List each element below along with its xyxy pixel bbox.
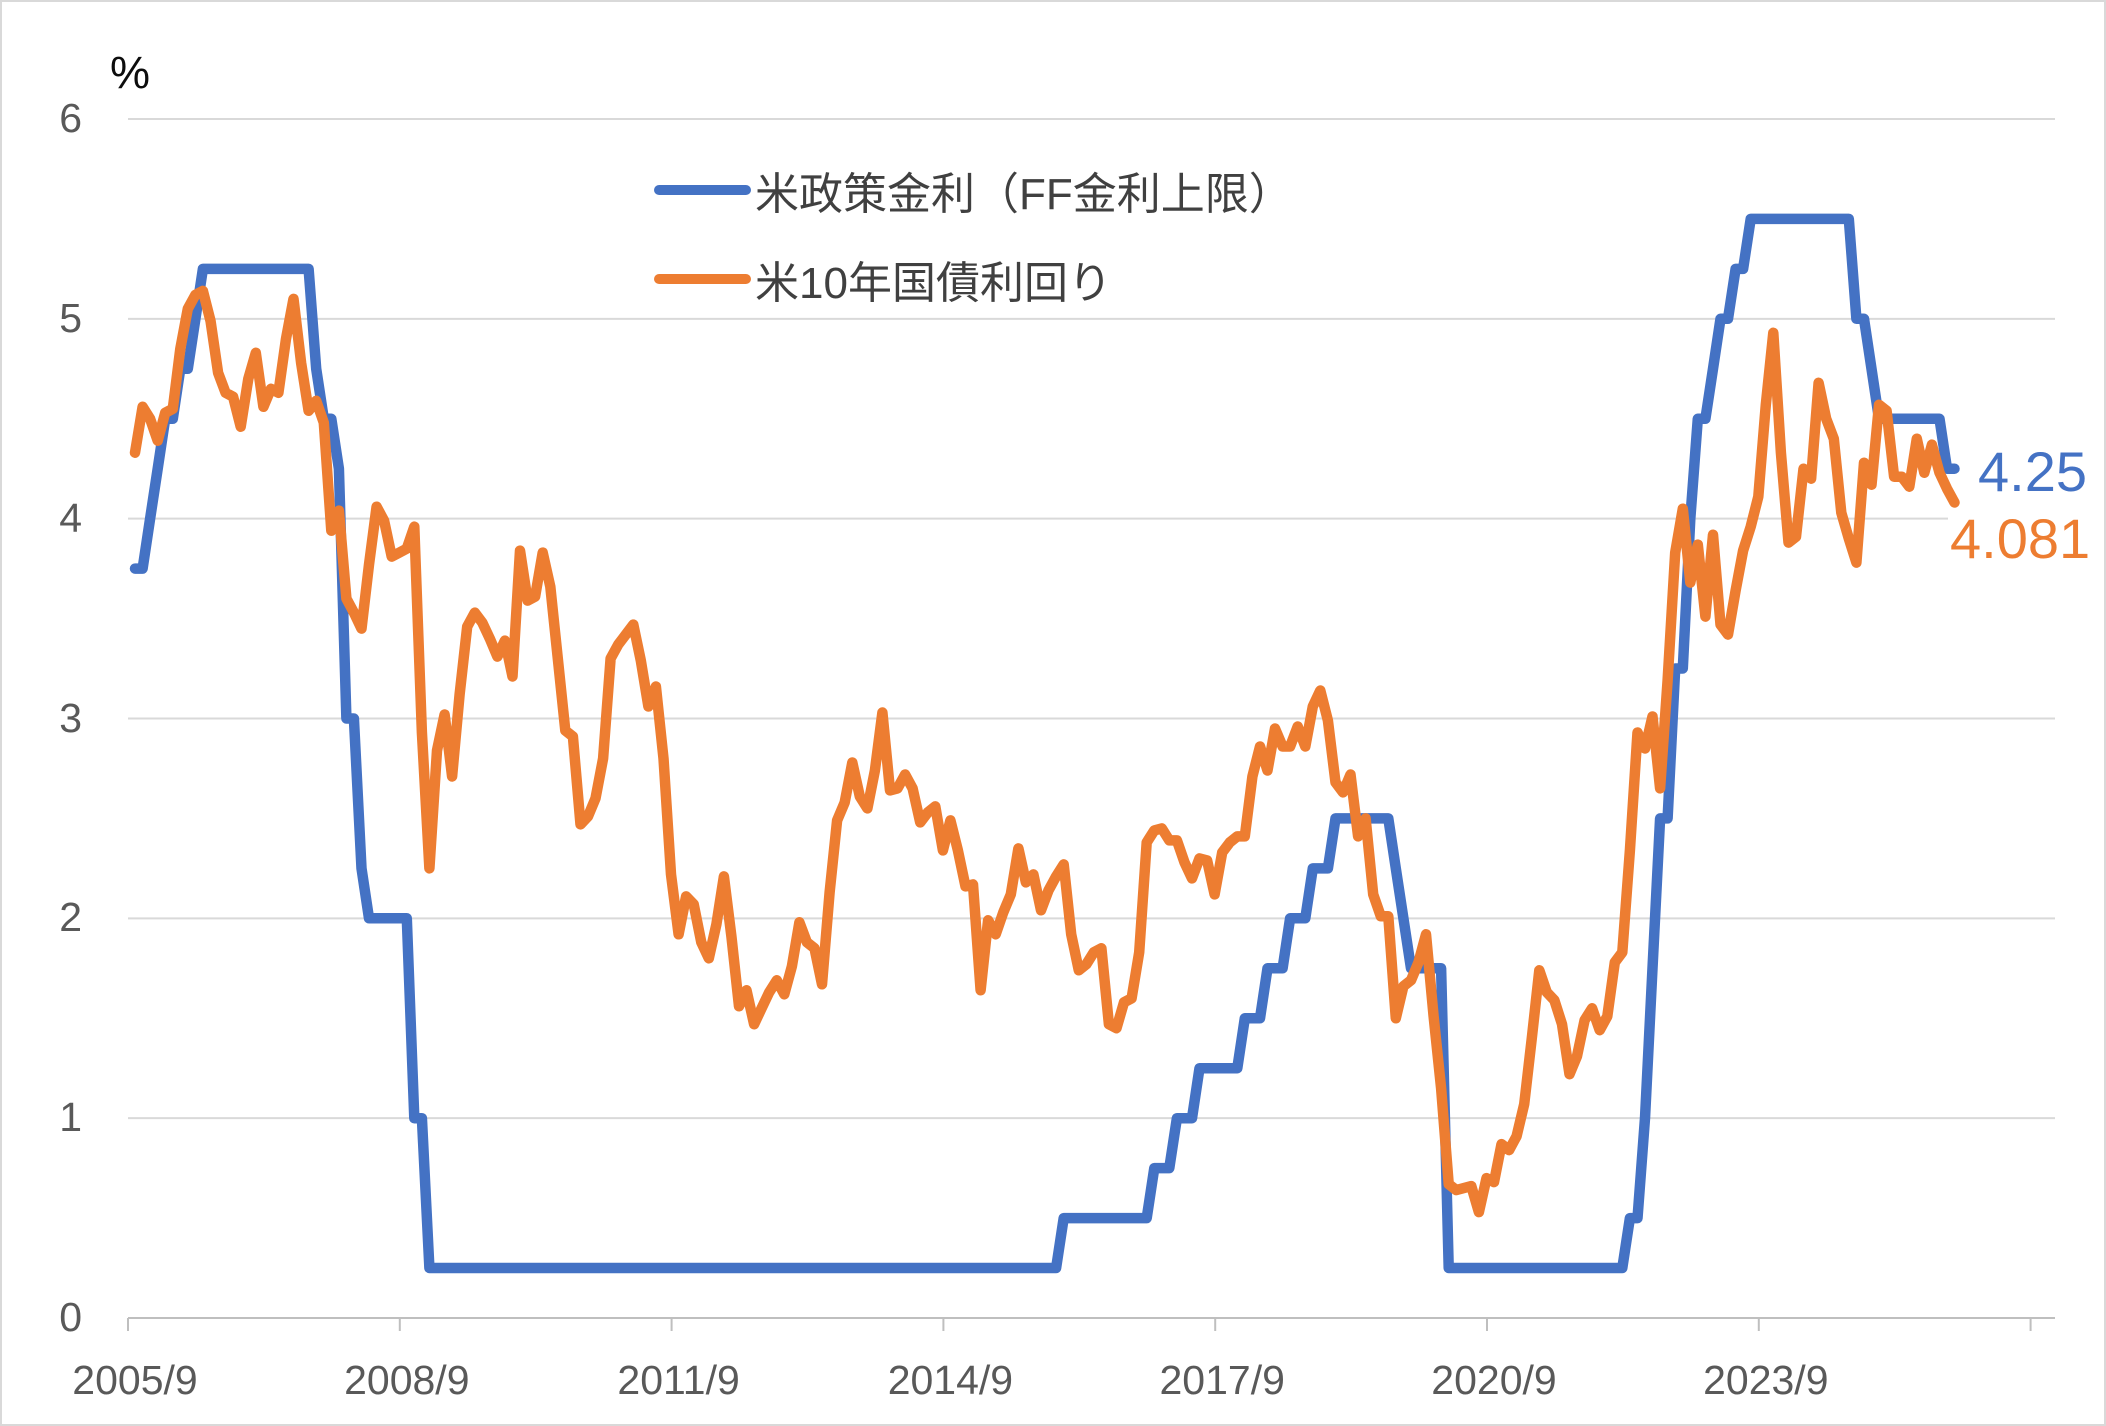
x-tick-label-2020-9: 2020/9	[1431, 1357, 1557, 1403]
x-tick-label-2014-9: 2014/9	[887, 1357, 1014, 1403]
policy-rate-line	[129, 213, 1960, 1274]
x-tick-label-2017-9: 2017/9	[1159, 1357, 1285, 1403]
y-tick-label-5: 5	[59, 294, 82, 341]
y-tick-label-4: 4	[59, 494, 82, 541]
y-tick-label-1: 1	[59, 1094, 82, 1141]
x-tick-label-2008-9: 2008/9	[344, 1357, 470, 1403]
legend-item-policy-rate: 米政策金利（FF金利上限）	[654, 162, 1293, 219]
y-tick-label-0: 0	[59, 1294, 82, 1340]
y-tick-label-6: 6	[59, 95, 82, 141]
x-tick-label-2011-9: 2011/9	[617, 1357, 740, 1403]
legend-label-policy-rate: 米政策金利（FF金利上限）	[755, 170, 1293, 219]
policy-rate-line-swatch	[654, 185, 751, 195]
legend-label-10y-yield: 米10年国債利回り	[755, 259, 1112, 308]
10y-yield-end-value: 4.081	[1948, 511, 2095, 569]
10y-yield-line	[129, 285, 1960, 1218]
policy-rate-end-value: 4.25	[1976, 444, 2091, 502]
x-tick-label-2005-9: 2005/9	[72, 1357, 198, 1403]
10y-yield-line-swatch	[654, 274, 751, 284]
x-tick-label-2023-9: 2023/9	[1703, 1357, 1829, 1403]
y-axis-unit-label: %	[110, 47, 151, 98]
legend-item-10y-yield: 米10年国債利回り	[654, 251, 1112, 308]
y-tick-label-3: 3	[59, 694, 82, 741]
y-tick-label-2: 2	[59, 894, 82, 941]
